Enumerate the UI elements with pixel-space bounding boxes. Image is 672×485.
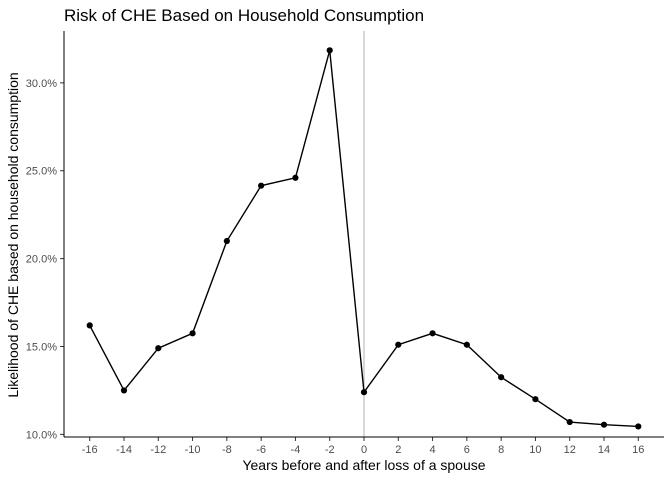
x-tick-label: -6 <box>256 444 266 456</box>
data-point <box>120 387 128 394</box>
y-tick-label: 10.0% <box>26 429 57 441</box>
y-tick-label: 20.0% <box>26 254 57 266</box>
data-point <box>429 330 436 337</box>
x-tick-label: -2 <box>325 444 335 456</box>
data-point <box>395 341 402 348</box>
x-tick-label: 0 <box>361 444 367 456</box>
x-tick-label: -12 <box>150 444 166 456</box>
y-tick-label: 15.0% <box>26 341 57 353</box>
x-axis-ticks: -16 -14 -12 -10 -8 -6 -4 -2 0 2 4 6 8 10 12 14 16 <box>82 437 644 456</box>
data-point <box>498 374 505 381</box>
x-tick-label: 12 <box>564 444 576 456</box>
x-tick-label: -8 <box>222 444 232 456</box>
x-tick-label: 16 <box>632 444 644 456</box>
y-tick-label: 25.0% <box>26 166 57 178</box>
x-tick-label: 6 <box>464 444 470 456</box>
data-point <box>258 182 265 189</box>
y-tick-label: 30.0% <box>26 78 57 90</box>
y-axis-title: Likelihood of CHE based on household con… <box>5 72 21 397</box>
data-points <box>86 47 642 430</box>
x-tick-label: -4 <box>291 444 301 456</box>
x-tick-label: 2 <box>395 444 401 456</box>
x-tick-label: -16 <box>82 444 98 456</box>
data-point <box>223 237 230 245</box>
data-point <box>326 47 333 54</box>
data-point <box>292 174 299 181</box>
x-tick-label: 10 <box>529 444 541 456</box>
chart-title: Risk of CHE Based on Household Consumpti… <box>64 6 424 25</box>
x-tick-label: 14 <box>598 444 610 456</box>
data-point <box>189 330 196 337</box>
data-point <box>532 396 539 403</box>
x-axis-title: Years before and after loss of a spouse <box>242 457 485 473</box>
data-point <box>635 423 642 430</box>
data-point <box>463 341 470 348</box>
data-point <box>566 418 573 426</box>
data-point <box>86 322 93 329</box>
x-tick-label: -10 <box>185 444 201 456</box>
x-tick-label: 4 <box>430 444 436 456</box>
data-point <box>600 421 608 428</box>
data-point <box>155 345 162 352</box>
data-point <box>360 389 368 396</box>
x-tick-label: -14 <box>116 444 132 456</box>
x-tick-label: 8 <box>498 444 504 456</box>
y-axis-ticks: 10.0% 15.0% 20.0% 25.0% 30.0% <box>26 78 64 441</box>
